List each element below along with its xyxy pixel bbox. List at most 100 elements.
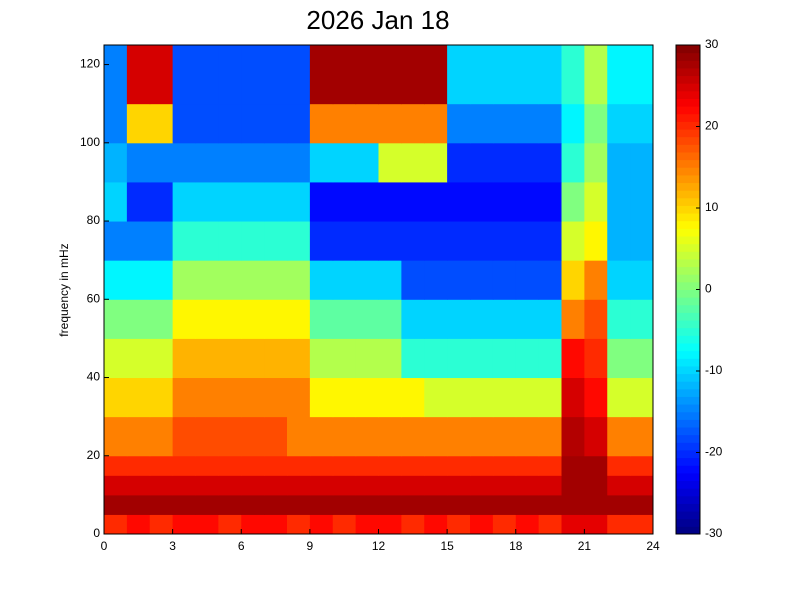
heatmap-cell [378, 338, 402, 379]
heatmap-cell [149, 142, 174, 183]
heatmap-cell [584, 221, 608, 261]
heatmap-cell [241, 494, 265, 515]
heatmap-cell [104, 416, 128, 457]
heatmap-cell [195, 338, 219, 379]
heatmap-cell [287, 45, 311, 105]
heatmap-cell [126, 181, 151, 222]
heatmap-cell [355, 377, 379, 418]
heatmap-cell [424, 260, 448, 300]
colorbar-swatch [676, 449, 700, 459]
colorbar-swatch [676, 350, 700, 359]
heatmap-cell [264, 377, 288, 418]
colorbar-swatch [676, 106, 700, 115]
heatmap-cell [309, 221, 334, 261]
heatmap-cell [126, 338, 151, 379]
heatmap-cell [561, 377, 585, 418]
colorbar-tick-label: 30 [705, 37, 719, 51]
heatmap-cell [378, 181, 402, 222]
heatmap-cell [470, 260, 494, 300]
heatmap-cell [355, 221, 379, 261]
heatmap-cell [264, 514, 288, 535]
heatmap-cell [104, 103, 128, 144]
heatmap-cell [447, 142, 471, 183]
heatmap-cell [538, 416, 562, 457]
heatmap-cell [309, 103, 334, 144]
heatmap-cell [378, 514, 402, 535]
colorbar-swatch [676, 526, 700, 535]
heatmap-cell [126, 103, 151, 144]
heatmap-cell [424, 475, 448, 496]
heatmap-cell [172, 416, 196, 457]
colorbar-swatch [676, 213, 700, 222]
heatmap-cell [447, 221, 471, 261]
heatmap-cell [264, 475, 288, 496]
colorbar-swatch [676, 480, 700, 489]
heatmap-cell [218, 181, 242, 222]
y-axis-label: frequency in mHz [57, 243, 71, 336]
heatmap-cell [584, 142, 608, 183]
colorbar-swatch [676, 495, 700, 504]
heatmap-cell [447, 103, 471, 144]
colorbar-swatch [676, 243, 700, 252]
heatmap-cell [287, 142, 311, 183]
heatmap-cell [104, 514, 128, 535]
heatmap-cell [447, 475, 471, 496]
heatmap-cell [287, 475, 311, 496]
heatmap-cell [470, 494, 494, 515]
colorbar-swatch [676, 258, 700, 268]
heatmap-cell [401, 142, 425, 183]
colorbar-swatch [676, 419, 700, 428]
heatmap-cell [172, 377, 196, 418]
heatmap-cell [561, 221, 585, 261]
heatmap-cell [470, 377, 494, 418]
heatmap-cell [470, 475, 494, 496]
heatmap-cell [195, 260, 219, 300]
heatmap-cell [195, 103, 219, 144]
heatmap-cell [195, 416, 219, 457]
heatmap-cell [104, 338, 128, 379]
heatmap-cell [561, 142, 585, 183]
x-tick-label: 0 [101, 539, 108, 553]
heatmap-cell [538, 377, 562, 418]
heatmap-cell [355, 514, 379, 535]
heatmap-cell [309, 416, 334, 457]
heatmap-cell [401, 181, 425, 222]
heatmap-cell [630, 299, 654, 339]
heatmap-cell [447, 416, 471, 457]
heatmap-cell [218, 475, 242, 496]
heatmap-cell [515, 455, 540, 476]
heatmap-cell [515, 142, 540, 183]
heatmap-cell [401, 103, 425, 144]
colorbar-swatch [676, 113, 700, 122]
heatmap-cell [332, 221, 357, 261]
heatmap-cell [104, 475, 128, 496]
heatmap-cell [378, 455, 402, 476]
heatmap-cell [401, 377, 425, 418]
heatmap-cell [515, 338, 540, 379]
colorbar-swatch [676, 151, 700, 161]
heatmap-cell [378, 103, 402, 144]
heatmap-cell [607, 455, 631, 476]
heatmap-cell [195, 45, 219, 105]
colorbar-swatch [676, 144, 700, 153]
heatmap-cell [424, 142, 448, 183]
heatmap-cell [470, 514, 494, 535]
colorbar-swatch [676, 136, 700, 145]
heatmap-cell [149, 45, 174, 105]
heatmap-cell [126, 221, 151, 261]
heatmap-cell [172, 475, 196, 496]
heatmap-cell [447, 514, 471, 535]
heatmap-cell [584, 45, 608, 105]
heatmap-cell [561, 455, 585, 476]
heatmap-cell [630, 475, 654, 496]
heatmap-cell [218, 494, 242, 515]
heatmap-cell [149, 181, 174, 222]
heatmap-cell [104, 494, 128, 515]
heatmap-cell [332, 181, 357, 222]
heatmap-cell [355, 475, 379, 496]
y-tick-label: 0 [93, 526, 100, 540]
y-tick-label: 20 [87, 448, 101, 462]
colorbar-swatch [676, 129, 700, 138]
colorbar-swatch [676, 67, 700, 77]
